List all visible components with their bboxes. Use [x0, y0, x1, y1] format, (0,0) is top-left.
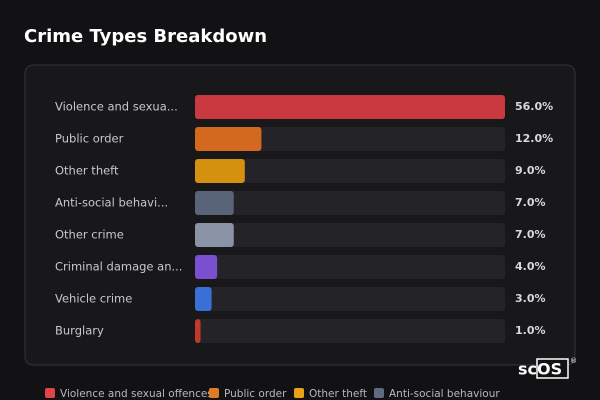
legend-swatch	[45, 388, 55, 398]
category-label: Criminal damage an...	[55, 260, 182, 274]
value-label: 9.0%	[515, 164, 546, 177]
bar	[195, 287, 212, 311]
category-label: Burglary	[55, 324, 104, 338]
legend-label: Other theft	[309, 388, 367, 400]
category-label: Other theft	[55, 164, 119, 178]
legend-swatch	[374, 388, 384, 398]
bar	[195, 319, 201, 343]
watermark: scOS	[518, 360, 562, 379]
bar	[195, 127, 262, 151]
category-label: Vehicle crime	[55, 292, 132, 306]
bar	[195, 159, 245, 183]
category-label: Anti-social behavi...	[55, 196, 168, 210]
value-label: 1.0%	[515, 324, 546, 337]
category-label: Public order	[55, 132, 124, 146]
value-label: 56.0%	[515, 100, 553, 113]
legend-label: Violence and sexual offences	[60, 388, 213, 400]
bar-track	[195, 319, 505, 343]
bar	[195, 255, 218, 279]
watermark-box	[536, 358, 569, 379]
category-label: Violence and sexua...	[55, 100, 178, 114]
value-label: 3.0%	[515, 292, 546, 305]
bar-track	[195, 191, 505, 215]
bar	[195, 223, 234, 247]
value-label: 7.0%	[515, 228, 546, 241]
legend-label: Public order	[224, 388, 287, 400]
value-label: 4.0%	[515, 260, 546, 273]
legend-swatch	[209, 388, 219, 398]
bar-track	[195, 127, 505, 151]
watermark-bg	[538, 359, 568, 378]
watermark-mark: ®	[570, 357, 577, 365]
bar	[195, 191, 234, 215]
bar	[195, 95, 505, 119]
value-label: 7.0%	[515, 196, 546, 209]
category-label: Other crime	[55, 228, 124, 242]
legend-swatch	[294, 388, 304, 398]
legend-label: Anti-social behaviour	[389, 388, 500, 400]
bar-track	[195, 287, 505, 311]
bar-track	[195, 255, 505, 279]
bar-track	[195, 159, 505, 183]
chart-title: Crime Types Breakdown	[24, 26, 267, 47]
value-label: 12.0%	[515, 132, 553, 145]
bar-track	[195, 223, 505, 247]
